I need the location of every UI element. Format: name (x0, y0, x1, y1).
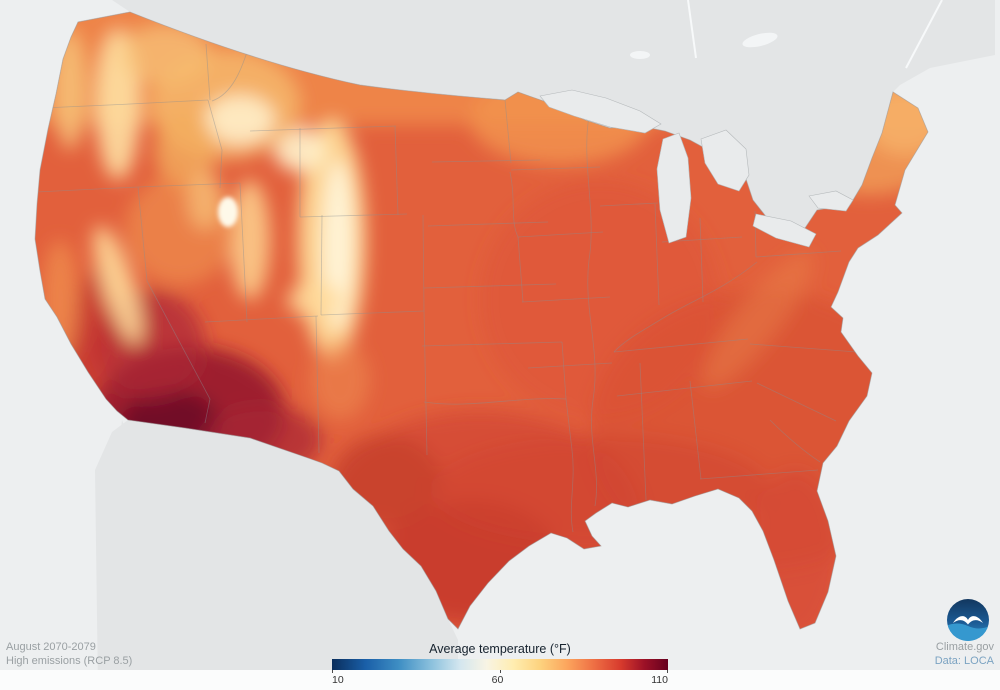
legend-title: Average temperature (°F) (429, 642, 571, 656)
caption-scenario: High emissions (RCP 8.5) (6, 655, 133, 667)
colorbar-gradient (332, 659, 668, 670)
canada-landmass (112, 0, 995, 228)
mexico-landmass (95, 420, 458, 690)
caption-right: Climate.gov Data: LOCA (935, 640, 994, 668)
great-salt-lake (218, 197, 238, 227)
data-credit: Data: LOCA (934, 655, 994, 667)
lake-michigan (656, 132, 692, 244)
great-lakes (539, 89, 854, 248)
tick-label-mid: 60 (491, 674, 504, 686)
bottom-strip (0, 670, 1000, 690)
lake-erie (752, 213, 817, 248)
seagull-icon (953, 616, 983, 625)
lake-ontario (808, 190, 854, 212)
colorbar-tick-labels: 10 60 110 (332, 674, 668, 686)
state-borders (35, 41, 858, 533)
lake-superior (539, 89, 662, 134)
noaa-logo-icon (947, 599, 989, 641)
us-outline (34, 11, 929, 630)
colorbar-tickmarks (332, 670, 668, 673)
temperature-legend: Average temperature (°F) 10 60 110 (332, 642, 668, 686)
caption-period: August 2070-2079 (6, 641, 96, 653)
caption-left: August 2070-2079 High emissions (RCP 8.5… (6, 640, 132, 668)
lake-huron (700, 129, 750, 192)
tick-label-max: 110 (651, 674, 668, 686)
tick-label-min: 10 (332, 674, 344, 686)
source-credit: Climate.gov (935, 641, 994, 653)
